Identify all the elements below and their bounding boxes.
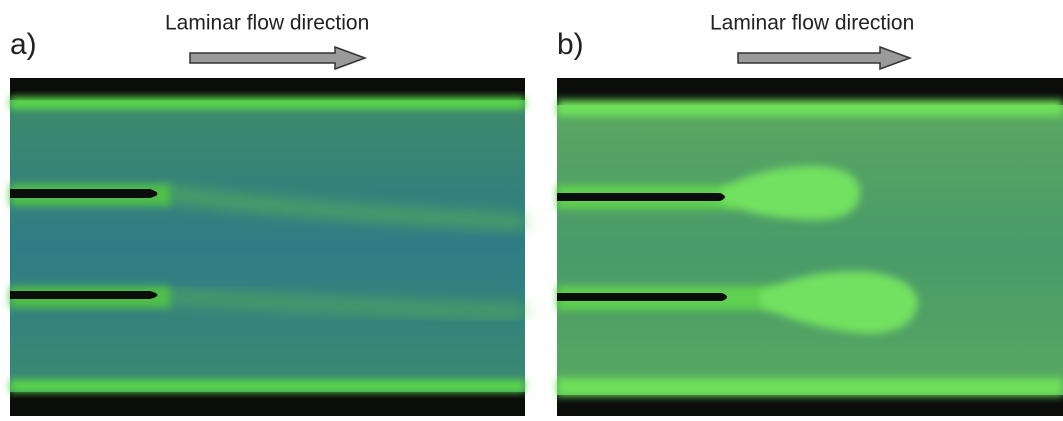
caption: Laminar flow direction — [710, 12, 914, 35]
panel-a: a) Laminar flow direction — [10, 12, 525, 416]
micrograph — [10, 78, 525, 416]
panel-label: b) — [557, 28, 584, 61]
flow-arrow — [190, 47, 365, 69]
flow-arrow — [738, 47, 910, 69]
figure: a) Laminar flow direction b) Laminar flo… — [0, 0, 1063, 416]
caption: Laminar flow direction — [165, 12, 369, 35]
micrograph — [557, 78, 1063, 416]
panel-label: a) — [10, 28, 37, 61]
panel-b: b) Laminar flow direction — [557, 12, 1063, 416]
